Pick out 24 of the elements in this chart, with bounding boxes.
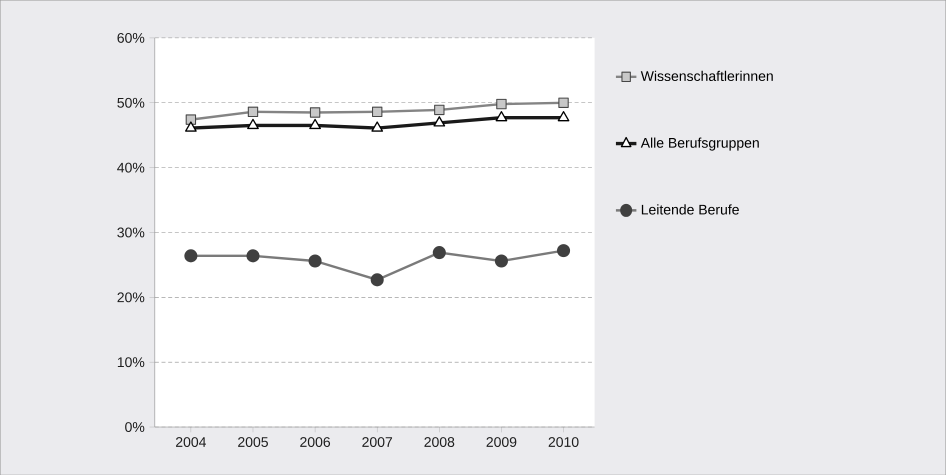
point <box>433 116 446 126</box>
point <box>247 118 259 130</box>
y-tick-label: 60% <box>118 32 144 43</box>
point <box>558 110 570 122</box>
x-tick-label: 2005 <box>238 436 268 447</box>
legend-label: Alle Berufsgruppen <box>640 137 759 150</box>
y-tick-label: 30% <box>117 227 144 238</box>
x-tick-label: 2009 <box>486 436 516 447</box>
point <box>371 121 384 132</box>
point <box>496 110 508 122</box>
y-tick-label: 10% <box>118 357 144 368</box>
y-tick-label: 20% <box>118 292 144 302</box>
x-tick-label: 2008 <box>424 436 454 447</box>
x-tick-label: 2004 <box>176 436 206 447</box>
y-tick-label: 50% <box>117 98 144 108</box>
point <box>309 118 321 130</box>
y-tick-label: 40% <box>117 162 144 172</box>
x-tick-label: 2010 <box>548 436 579 447</box>
y-tick-label: 0% <box>125 422 144 432</box>
x-tick-label: 2007 <box>362 436 392 447</box>
point <box>185 121 197 132</box>
legend-label: Wissenschaftlerinnen <box>640 70 773 81</box>
x-tick-label: 2006 <box>300 436 330 447</box>
legend-label: Leitende Berufe <box>642 204 739 214</box>
